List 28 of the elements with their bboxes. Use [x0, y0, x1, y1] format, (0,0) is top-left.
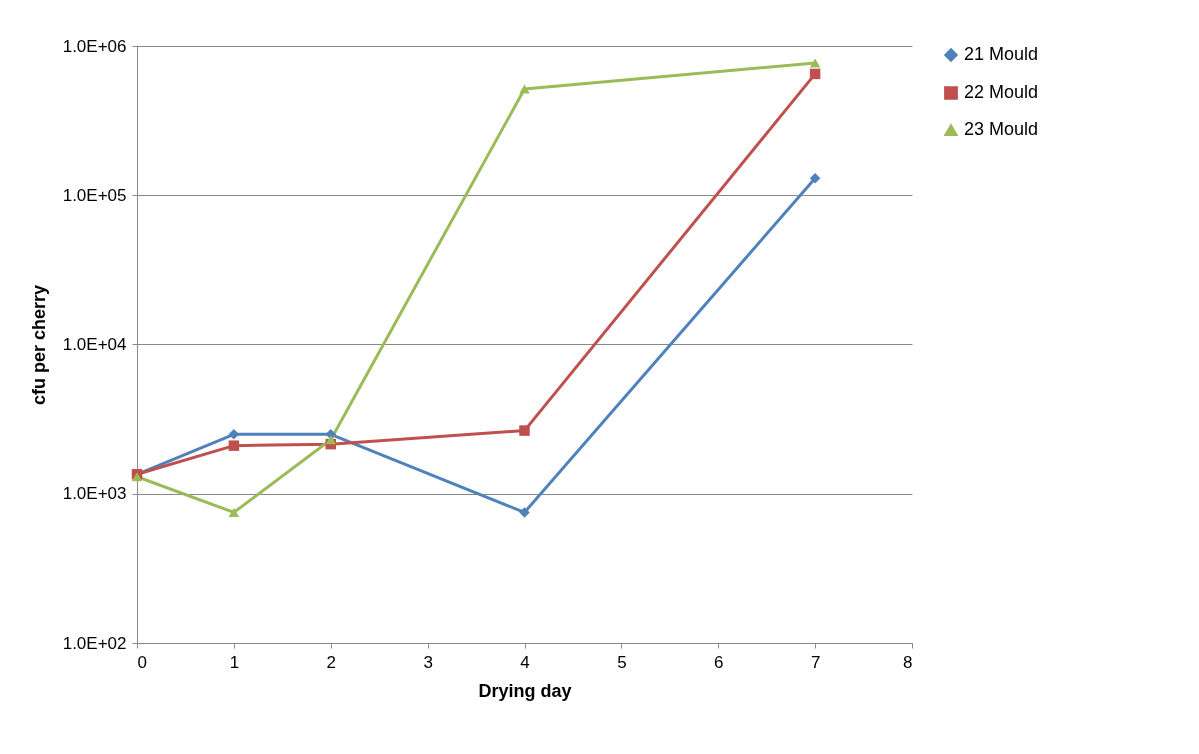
x-tick-label: 8 [903, 652, 913, 672]
legend-label: 21 Mould [964, 44, 1039, 64]
x-tick-label: 7 [810, 652, 821, 672]
y-tick-label: 1.0E+02 [62, 633, 127, 653]
point [519, 507, 530, 518]
y-tick-label: 1.0E+06 [62, 36, 127, 56]
y-tick-label: 1.0E+03 [62, 484, 127, 504]
legend-label: 23 Mould [964, 119, 1039, 139]
point [228, 440, 240, 451]
x-axis-title: Drying day [478, 680, 572, 701]
x-tick-label: 0 [137, 652, 147, 672]
point [809, 68, 821, 80]
x-tick-label: 2 [326, 652, 336, 672]
x-tick-label: 5 [617, 652, 627, 672]
y-tick-label: 1.0E+05 [62, 185, 127, 205]
x-tick-label: 1 [229, 652, 240, 672]
x-tick-label: 3 [423, 652, 433, 672]
point [519, 425, 530, 436]
point [325, 435, 336, 445]
point [228, 507, 240, 517]
legend-label: 22 Mould [964, 82, 1039, 102]
y-axis-title: cfu per cherry [28, 284, 49, 406]
point [809, 173, 821, 184]
x-tick-label: 4 [520, 652, 530, 672]
point [519, 84, 530, 94]
point [809, 58, 821, 68]
y-tick-label: 1.0E+04 [62, 335, 127, 354]
x-tick-label: 6 [714, 652, 724, 672]
